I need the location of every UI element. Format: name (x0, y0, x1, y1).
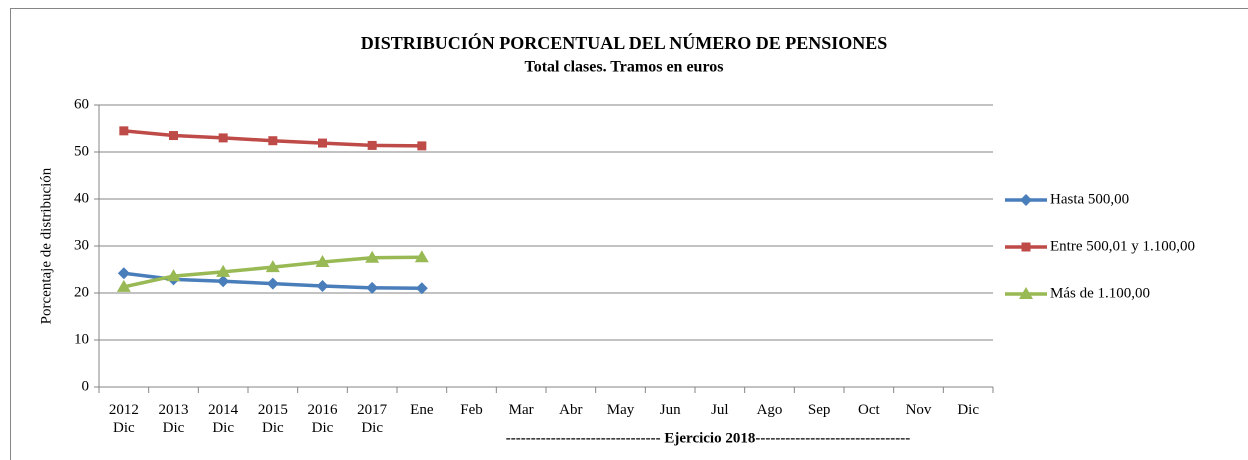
marker (266, 277, 279, 290)
x-tick-label: Jun (660, 402, 681, 418)
x-tick-label: 2015 Dic (258, 402, 288, 436)
x-tick-label-line: Dic (113, 420, 135, 436)
marker (417, 141, 427, 151)
y-tick-label: 10 (74, 331, 89, 347)
x-tick-label-line: 2014 (208, 402, 239, 418)
x-tick-label-line: Dic (312, 420, 334, 436)
marker (116, 279, 131, 292)
marker (119, 126, 129, 136)
marker (216, 264, 231, 277)
x-tick-label-line: 2017 (357, 402, 388, 418)
y-tick-label: 60 (74, 96, 89, 112)
y-tick-label: 20 (74, 284, 89, 300)
chart-title: DISTRIBUCIÓN PORCENTUAL DEL NÚMERO DE PE… (361, 32, 888, 53)
legend-label: Entre 500,01 y 1.100,00 (1050, 238, 1195, 254)
x-tick-label-line: Ago (757, 402, 783, 418)
x-tick-label: Jul (711, 402, 729, 418)
x-tick-label: May (607, 402, 635, 418)
x-tick-label-line: Dic (957, 402, 979, 418)
annotation: ------------------------------- Ejercici… (506, 430, 910, 446)
x-tick-label: Sep (808, 402, 831, 418)
y-tick-label: 0 (82, 378, 90, 394)
marker (218, 133, 228, 143)
marker (366, 281, 379, 294)
x-tick-label-line: 2015 (258, 402, 288, 418)
x-tick-label-line: Mar (509, 402, 534, 418)
x-tick-label: 2012 Dic (109, 402, 139, 436)
marker (1020, 194, 1032, 206)
marker (268, 136, 278, 146)
x-tick-label-line: 2012 (109, 402, 139, 418)
x-tick-label: Abr (559, 402, 582, 418)
x-tick-label-line: Oct (858, 402, 880, 418)
x-tick-label: 2014 Dic (208, 402, 239, 436)
x-tick-label: 2016 Dic (308, 402, 339, 436)
marker (217, 275, 230, 288)
x-tick-label: Feb (460, 402, 483, 418)
x-tick-label-line: Jun (660, 402, 681, 418)
x-tick-label-line: Dic (163, 420, 185, 436)
marker (315, 254, 330, 267)
marker (414, 250, 429, 263)
y-tick-label: 40 (74, 190, 89, 206)
x-tick-label-line: Abr (559, 402, 582, 418)
y-tick-label: 30 (74, 237, 89, 253)
x-tick-label-line: Nov (906, 402, 932, 418)
marker (265, 260, 280, 273)
marker (169, 131, 178, 141)
x-tick-label-line: Ene (410, 402, 434, 418)
y-axis-label: Porcentaje de distribución (38, 167, 54, 324)
marker (316, 279, 329, 292)
x-tick-label-line: Dic (361, 420, 383, 436)
x-tick-label: 2013 Dic (159, 402, 189, 436)
x-tick-label: Nov (906, 402, 932, 418)
x-tick-label-line: 2016 (308, 402, 339, 418)
x-tick-label: Dic (957, 402, 979, 418)
x-tick-label: 2017 Dic (357, 402, 388, 436)
marker (367, 140, 377, 150)
marker (1021, 242, 1031, 252)
marker (415, 282, 428, 295)
x-tick-label: Oct (858, 402, 880, 418)
x-tick-label: Ene (410, 402, 434, 418)
y-tick-label: 50 (74, 143, 89, 159)
x-tick-label-line: Dic (212, 420, 234, 436)
x-tick-label-line: Dic (262, 420, 284, 436)
x-tick-label-line: Jul (711, 402, 729, 418)
x-tick-label-line: May (607, 402, 635, 418)
x-tick-label-line: Feb (460, 402, 483, 418)
x-tick-label: Ago (757, 402, 783, 418)
chart-subtitle: Total clases. Tramos en euros (525, 59, 724, 76)
marker (117, 267, 130, 280)
x-tick-label-line: Sep (808, 402, 831, 418)
marker (365, 250, 380, 263)
legend-label: Más de 1.100,00 (1050, 285, 1150, 301)
x-tick-label-line: 2013 (159, 402, 189, 418)
legend-label: Hasta 500,00 (1050, 191, 1129, 207)
chart-border (10, 8, 1248, 460)
marker (1019, 287, 1033, 299)
marker (318, 138, 327, 148)
marker (166, 269, 181, 282)
x-tick-label: Mar (509, 402, 534, 418)
